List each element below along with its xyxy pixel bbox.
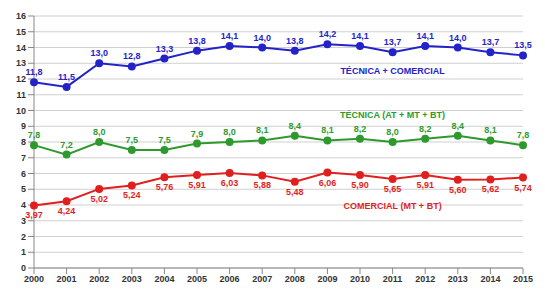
svg-text:4: 4 xyxy=(21,200,26,210)
svg-text:3,97: 3,97 xyxy=(25,210,43,220)
svg-text:15: 15 xyxy=(16,27,26,37)
svg-text:8,4: 8,4 xyxy=(452,121,465,131)
svg-text:5,90: 5,90 xyxy=(351,180,369,190)
svg-text:8,1: 8,1 xyxy=(256,125,269,135)
svg-text:7,8: 7,8 xyxy=(517,130,530,140)
svg-text:14: 14 xyxy=(16,43,26,53)
svg-text:11,5: 11,5 xyxy=(58,72,75,82)
svg-text:2007: 2007 xyxy=(252,274,272,284)
svg-text:8,4: 8,4 xyxy=(289,121,302,131)
svg-text:14,0: 14,0 xyxy=(449,33,467,43)
svg-text:7,9: 7,9 xyxy=(191,129,204,139)
svg-text:5,76: 5,76 xyxy=(156,182,174,192)
svg-text:7: 7 xyxy=(21,153,26,163)
svg-text:11,8: 11,8 xyxy=(25,67,42,77)
svg-text:8,1: 8,1 xyxy=(321,125,334,135)
svg-text:2010: 2010 xyxy=(350,274,370,284)
svg-text:13,8: 13,8 xyxy=(188,36,206,46)
svg-text:12,8: 12,8 xyxy=(123,51,141,61)
svg-text:5: 5 xyxy=(21,184,26,194)
svg-text:5,91: 5,91 xyxy=(416,180,434,190)
svg-text:6,03: 6,03 xyxy=(221,178,239,188)
svg-text:6,06: 6,06 xyxy=(319,178,337,188)
svg-text:4,24: 4,24 xyxy=(58,206,76,216)
svg-text:TÉCNICA (AT + MT + BT): TÉCNICA (AT + MT + BT) xyxy=(340,110,445,120)
svg-text:2008: 2008 xyxy=(285,274,305,284)
svg-text:2006: 2006 xyxy=(220,274,240,284)
svg-text:16: 16 xyxy=(16,11,26,21)
svg-text:5,60: 5,60 xyxy=(449,185,467,195)
svg-text:5,88: 5,88 xyxy=(253,180,271,190)
svg-text:TÉCNICA + COMERCIAL: TÉCNICA + COMERCIAL xyxy=(340,66,445,76)
svg-text:7,5: 7,5 xyxy=(158,135,171,145)
svg-text:6: 6 xyxy=(21,169,26,179)
svg-text:5,24: 5,24 xyxy=(123,190,141,200)
svg-text:5,62: 5,62 xyxy=(482,184,500,194)
svg-text:8,2: 8,2 xyxy=(419,124,432,134)
svg-text:9: 9 xyxy=(21,121,26,131)
svg-text:8,0: 8,0 xyxy=(386,127,399,137)
svg-text:5,48: 5,48 xyxy=(286,187,304,197)
svg-text:8,0: 8,0 xyxy=(93,127,106,137)
svg-text:8,1: 8,1 xyxy=(484,125,497,135)
svg-text:2002: 2002 xyxy=(89,274,109,284)
svg-text:7,2: 7,2 xyxy=(60,140,73,150)
svg-text:2012: 2012 xyxy=(415,274,435,284)
svg-text:13,0: 13,0 xyxy=(90,48,108,58)
svg-text:13: 13 xyxy=(16,58,26,68)
svg-text:2: 2 xyxy=(21,232,26,242)
svg-text:2009: 2009 xyxy=(317,274,337,284)
svg-text:8,0: 8,0 xyxy=(223,127,236,137)
svg-text:14,2: 14,2 xyxy=(319,29,337,39)
svg-text:2015: 2015 xyxy=(513,274,533,284)
svg-text:0: 0 xyxy=(21,263,26,273)
svg-text:13,7: 13,7 xyxy=(482,37,500,47)
svg-text:2001: 2001 xyxy=(57,274,77,284)
svg-text:5,74: 5,74 xyxy=(514,183,532,193)
svg-text:8,2: 8,2 xyxy=(354,124,367,134)
svg-text:5,65: 5,65 xyxy=(384,184,402,194)
svg-text:2004: 2004 xyxy=(154,274,174,284)
svg-text:2005: 2005 xyxy=(187,274,207,284)
svg-text:8: 8 xyxy=(21,137,26,147)
svg-text:13,7: 13,7 xyxy=(384,37,402,47)
svg-text:2000: 2000 xyxy=(24,274,44,284)
svg-text:12: 12 xyxy=(16,74,26,84)
svg-text:13,5: 13,5 xyxy=(514,40,532,50)
svg-text:2014: 2014 xyxy=(480,274,500,284)
svg-text:1: 1 xyxy=(21,247,26,257)
svg-text:COMERCIAL (MT + BT): COMERCIAL (MT + BT) xyxy=(344,201,442,211)
svg-text:5,91: 5,91 xyxy=(188,180,206,190)
svg-text:5,02: 5,02 xyxy=(90,194,108,204)
svg-text:2003: 2003 xyxy=(122,274,142,284)
svg-text:2013: 2013 xyxy=(448,274,468,284)
svg-text:13,8: 13,8 xyxy=(286,36,304,46)
svg-text:3: 3 xyxy=(21,215,26,226)
svg-text:10: 10 xyxy=(16,106,26,116)
svg-text:14,1: 14,1 xyxy=(351,31,369,41)
svg-text:11: 11 xyxy=(16,90,26,100)
svg-text:7,5: 7,5 xyxy=(126,135,139,145)
svg-text:7,8: 7,8 xyxy=(28,130,41,140)
svg-text:14,1: 14,1 xyxy=(416,31,434,41)
svg-text:2011: 2011 xyxy=(383,274,403,284)
svg-text:14,0: 14,0 xyxy=(253,33,271,43)
svg-text:14,1: 14,1 xyxy=(221,31,239,41)
svg-text:13,3: 13,3 xyxy=(156,44,174,54)
